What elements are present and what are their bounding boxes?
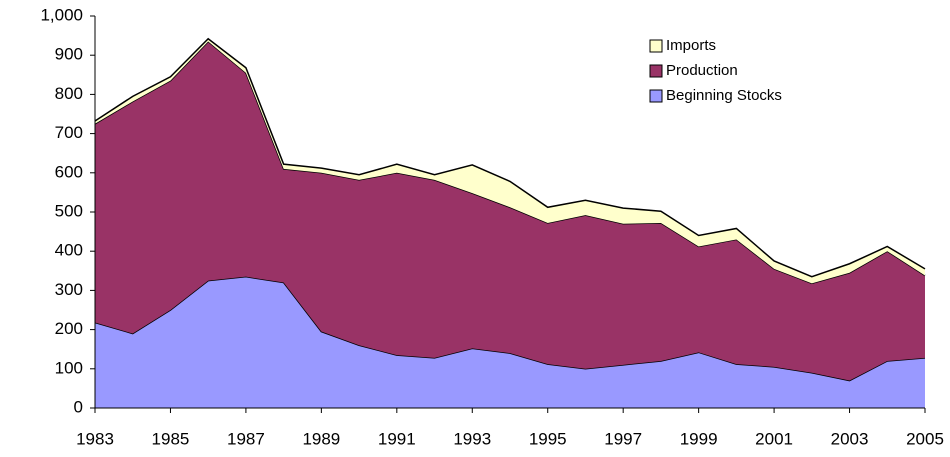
x-tick-label: 1985 [152,429,190,448]
x-tick-label: 1989 [302,429,340,448]
area-edge [94,37,926,278]
x-tick-label: 1983 [76,429,114,448]
x-tick-label: 1997 [604,429,642,448]
legend-swatch [649,89,663,103]
y-tick-label: 800 [55,84,83,103]
x-tick-label: 1995 [529,429,567,448]
x-tick-label: 2005 [906,429,944,448]
y-tick-label: 900 [55,45,83,64]
y-tick-label: 500 [55,201,83,220]
y-tick-label: 600 [55,162,83,181]
legend-label: Beginning Stocks [666,87,782,104]
legend-swatch [649,64,663,78]
x-tick-label: 2001 [755,429,793,448]
y-tick-label: 0 [74,397,83,416]
legend-swatch [649,39,663,53]
x-tick-label: 2003 [831,429,869,448]
y-tick-label: 100 [55,358,83,377]
x-tick-label: 1987 [227,429,265,448]
legend-label: Imports [666,37,716,54]
x-tick-label: 1999 [680,429,718,448]
y-tick-label: 400 [55,241,83,260]
area [95,41,925,381]
x-tick-label: 1991 [378,429,416,448]
y-tick-label: 200 [55,319,83,338]
x-tick-label: 1993 [453,429,491,448]
legend-label: Production [666,62,738,79]
y-tick-label: 1,000 [40,5,83,24]
y-tick-label: 700 [55,123,83,142]
area [95,276,925,408]
y-tick-label: 300 [55,280,83,299]
